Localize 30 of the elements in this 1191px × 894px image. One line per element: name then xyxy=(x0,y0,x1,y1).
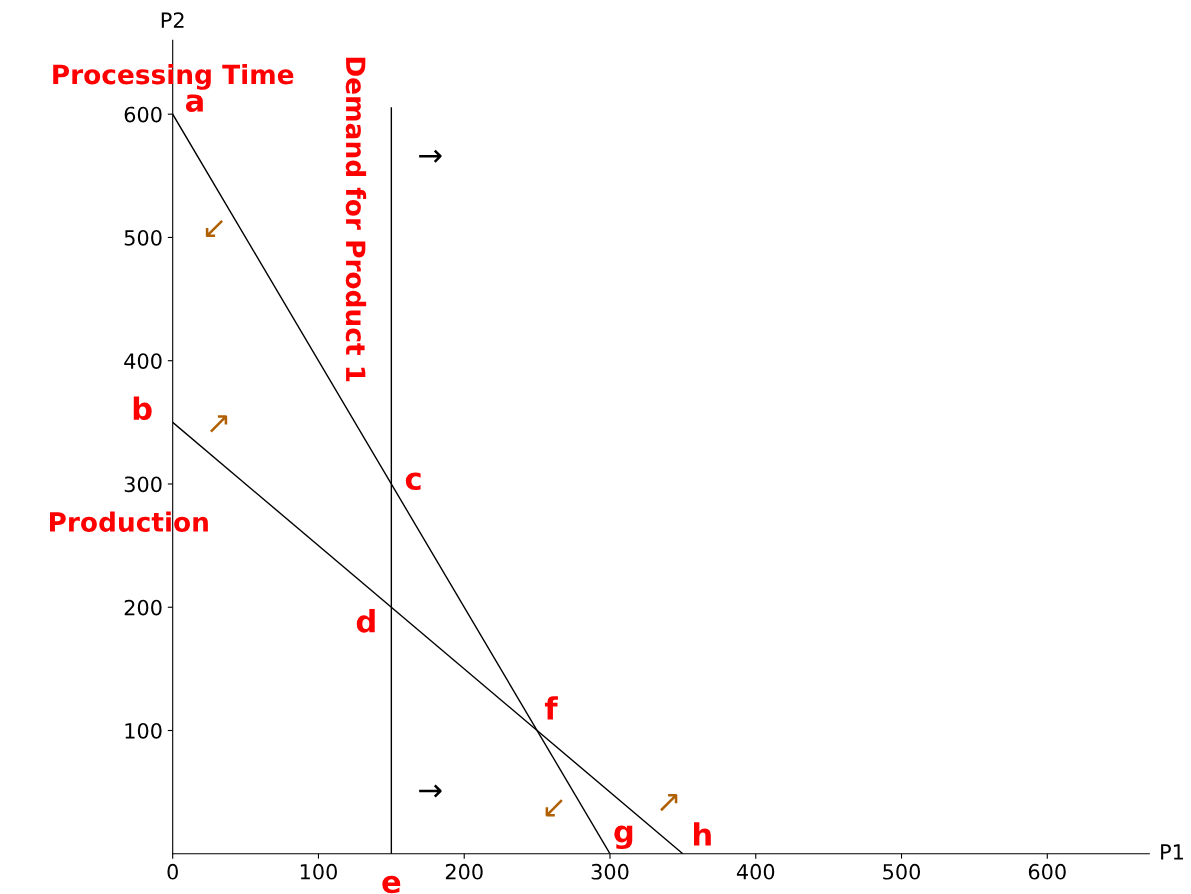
y-tick-label: 100 xyxy=(125,722,162,739)
y-tick-label: 500 xyxy=(124,229,162,246)
x-tick-label: 200 xyxy=(445,863,483,880)
annotation: d xyxy=(356,609,375,633)
annotation: ↙ xyxy=(545,799,563,817)
annotation: Demand for Product 1 xyxy=(345,57,367,382)
x-axis-title: P1 xyxy=(1161,844,1183,860)
annotation: e xyxy=(382,875,401,894)
annotation: → xyxy=(419,784,442,798)
x-tick-label: 300 xyxy=(591,863,629,880)
x-tick-label: 600 xyxy=(1028,863,1066,880)
x-tick-label: 500 xyxy=(883,863,921,880)
annotation: f xyxy=(544,696,558,720)
annotation: c xyxy=(405,472,421,491)
annotation: ↗ xyxy=(210,415,228,433)
annotation: g xyxy=(614,825,633,850)
y-tick-label: 600 xyxy=(124,106,162,123)
annotation: → xyxy=(419,149,442,163)
annotation: ↗ xyxy=(660,793,678,812)
y-axis-title: P2 xyxy=(161,12,184,28)
x-tick-label: 100 xyxy=(300,863,337,880)
x-tick-label: 400 xyxy=(736,863,775,880)
y-tick-label: 300 xyxy=(124,476,162,493)
annotation: ↙ xyxy=(205,219,223,238)
annotation: b xyxy=(133,396,152,421)
annotation: a xyxy=(185,94,203,112)
y-tick-label: 400 xyxy=(124,353,162,369)
annotation: h xyxy=(694,822,711,846)
y-tick-label: 200 xyxy=(124,599,162,616)
x-tick-label: 0 xyxy=(167,863,178,880)
